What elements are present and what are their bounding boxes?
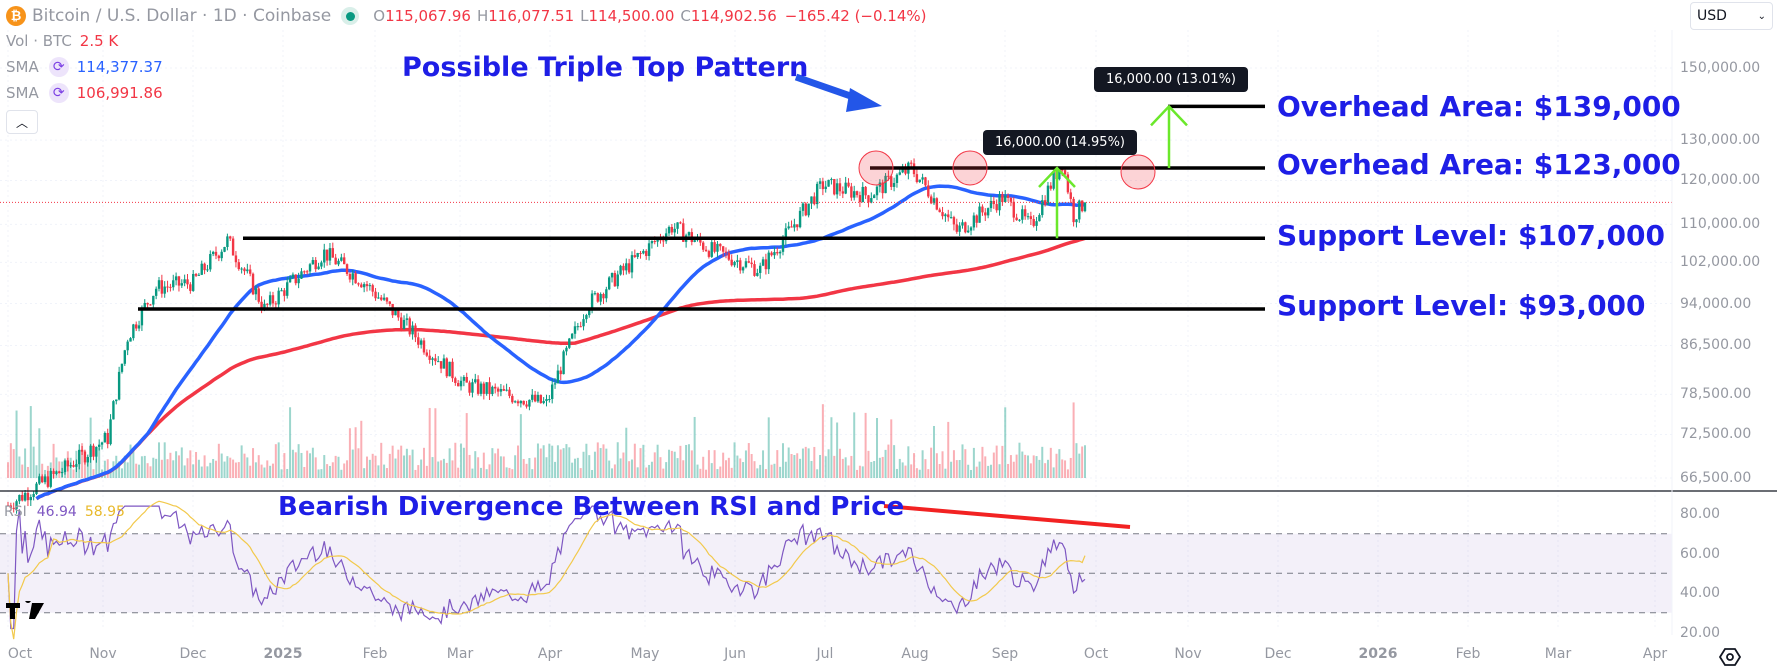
rsi-ma-value: 58.95 [84, 504, 125, 520]
rsi-axis-label: 60.00 [1680, 545, 1721, 562]
time-axis-label: Mar [1544, 646, 1572, 662]
time-axis-label: May [630, 646, 660, 662]
low-label: L [580, 7, 589, 25]
symbol-row[interactable]: ₿ Bitcoin / U.S. Dollar · 1D · Coinbase … [6, 4, 927, 28]
measure-callout-2: 16,000.00 (13.01%) [1094, 67, 1249, 92]
time-axis-label: Oct [7, 646, 33, 662]
time-axis-label: Nov [89, 646, 117, 662]
high-label: H [476, 7, 489, 25]
time-axis-label: Aug [901, 646, 929, 662]
volume-row[interactable]: Vol · BTC 2.5 K [6, 28, 927, 54]
time-axis-label: Sep [991, 646, 1019, 662]
chevron-up-icon: ︿ [15, 115, 28, 130]
bitcoin-icon: ₿ [6, 6, 26, 26]
price-axis-label: 78,500.00 [1680, 386, 1752, 403]
time-axis-label: 2025 [263, 646, 303, 662]
overhead-123-annotation: Overhead Area: $123,000 [1277, 148, 1681, 181]
currency-value: USD [1697, 8, 1727, 24]
price-axis-label: 150,000.00 [1680, 60, 1761, 76]
time-axis-label: Oct [1083, 646, 1109, 662]
price-axis-label: 102,000.00 [1680, 254, 1761, 271]
rsi-label: RSI [4, 504, 27, 520]
time-axis-label: Dec [179, 646, 207, 662]
sma-200-value: 106,991.86 [76, 84, 163, 102]
sma-200-row[interactable]: SMA ⟳ 106,991.86 [6, 80, 927, 106]
price-axis-label: 130,000.00 [1680, 132, 1761, 149]
price-axis-label: 86,500.00 [1680, 337, 1752, 354]
time-axis-label: Mar [446, 646, 474, 662]
open-value: 115,067.96 [385, 7, 471, 25]
volume-label: Vol · BTC [6, 32, 72, 50]
tradingview-logo-icon[interactable] [6, 601, 46, 619]
time-axis-label: Apr [1642, 646, 1668, 662]
time-axis-label: Jul [816, 646, 834, 662]
high-value: 116,077.51 [488, 7, 575, 25]
price-axis-label: 94,000.00 [1680, 295, 1752, 312]
sma-label: SMA [6, 58, 39, 76]
close-value: 114,902.56 [690, 7, 777, 25]
chevron-down-icon: ⌄ [1757, 10, 1766, 22]
support-93-annotation: Support Level: $93,000 [1277, 289, 1646, 322]
triple-top-annotation: Possible Triple Top Pattern [402, 52, 809, 83]
rsi-axis-label: 40.00 [1680, 585, 1721, 601]
price-axis-label: 120,000.00 [1680, 172, 1761, 189]
time-axis-label: Feb [1455, 646, 1481, 662]
overhead-139-annotation: Overhead Area: $139,000 [1277, 90, 1681, 123]
price-axis-label: 72,500.00 [1680, 426, 1752, 443]
time-axis-label: Apr [537, 646, 563, 662]
low-value: 114,500.00 [588, 7, 675, 25]
time-axis-label: Feb [362, 646, 388, 662]
sync-icon: ⟳ [48, 83, 69, 103]
open-label: O [373, 7, 386, 25]
settings-icon[interactable] [1719, 646, 1741, 668]
chart-legend: ₿ Bitcoin / U.S. Dollar · 1D · Coinbase … [6, 4, 927, 134]
currency-select[interactable]: USD ⌄ [1690, 2, 1773, 30]
volume-value: 2.5 K [79, 32, 119, 50]
time-axis-label: 2026 [1358, 646, 1398, 662]
support-107-annotation: Support Level: $107,000 [1277, 219, 1665, 252]
time-axis-label: Nov [1174, 646, 1202, 662]
sma-50-row[interactable]: SMA ⟳ 114,377.37 [6, 54, 927, 80]
rsi-axis-label: 20.00 [1680, 624, 1721, 641]
rsi-value: 46.94 [36, 504, 77, 520]
time-axis-label: Dec [1264, 646, 1292, 662]
symbol-title: Bitcoin / U.S. Dollar · 1D · Coinbase [32, 6, 332, 26]
sma-label: SMA [6, 84, 39, 102]
time-axis-label: Jun [724, 646, 746, 662]
sma-50-value: 114,377.37 [76, 58, 163, 76]
divergence-annotation: Bearish Divergence Between RSI and Price [278, 492, 905, 522]
rsi-axis-label: 80.00 [1680, 506, 1721, 522]
rsi-legend[interactable]: RSI 46.94 58.95 [4, 504, 125, 520]
market-open-status-icon [341, 7, 360, 25]
measure-callout-1: 16,000.00 (14.95%) [983, 130, 1138, 155]
price-axis-label: 66,500.00 [1680, 470, 1752, 486]
collapse-legend-button[interactable]: ︿ [6, 110, 38, 134]
sync-icon: ⟳ [48, 57, 69, 77]
price-axis-label: 110,000.00 [1680, 216, 1761, 233]
change-value: −165.42 (−0.14%) [784, 7, 927, 25]
close-label: C [680, 7, 691, 25]
